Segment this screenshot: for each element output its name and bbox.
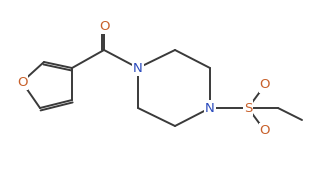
Text: N: N: [205, 102, 215, 115]
Text: S: S: [244, 102, 252, 115]
Text: O: O: [260, 78, 270, 91]
Text: O: O: [260, 124, 270, 137]
Text: O: O: [17, 76, 27, 89]
Text: O: O: [99, 19, 109, 32]
Text: N: N: [133, 62, 143, 75]
